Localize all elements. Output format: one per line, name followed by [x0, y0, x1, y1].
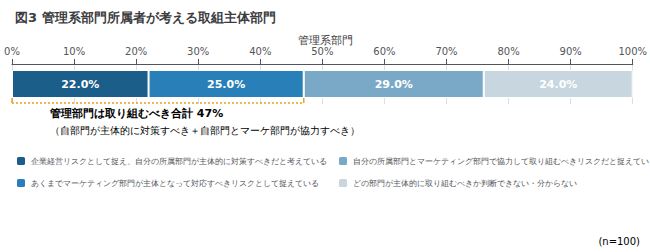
svg-text:20%: 20%: [125, 46, 147, 57]
svg-text:0%: 0%: [4, 46, 20, 57]
svg-text:企業経営リスクとして捉え、自分の所属部門が主体的に対策すべき: 企業経営リスクとして捉え、自分の所属部門が主体的に対策すべきだと考えている: [31, 157, 327, 166]
svg-text:100%: 100%: [618, 46, 647, 57]
svg-text:どの部門が主体的に取り組むべきか判断できない・分からない: どの部門が主体的に取り組むべきか判断できない・分からない: [353, 179, 577, 188]
svg-text:25.0%: 25.0%: [207, 78, 245, 91]
svg-text:（自部門が主体的に対策すべき＋自部門とマーケ部門が協力すべき: （自部門が主体的に対策すべき＋自部門とマーケ部門が協力すべき）: [50, 125, 360, 136]
svg-text:22.0%: 22.0%: [61, 78, 99, 91]
svg-text:80%: 80%: [497, 46, 519, 57]
svg-text:90%: 90%: [560, 46, 582, 57]
svg-text:10%: 10%: [63, 46, 85, 57]
svg-text:40%: 40%: [249, 46, 271, 57]
svg-text:管理系部門: 管理系部門: [298, 34, 353, 47]
svg-text:管理部門は取り組むべき合計 47%: 管理部門は取り組むべき合計 47%: [49, 107, 223, 120]
svg-text:50%: 50%: [311, 46, 333, 57]
svg-text:30%: 30%: [187, 46, 209, 57]
svg-text:あくまでマーケティング部門が主体となって対応すべきリスクとし: あくまでマーケティング部門が主体となって対応すべきリスクとして捉えている: [31, 179, 319, 188]
svg-text:29.0%: 29.0%: [375, 78, 413, 91]
svg-text:60%: 60%: [373, 46, 395, 57]
svg-text:(n=100): (n=100): [598, 236, 640, 247]
svg-text:図3 管理系部門所属者が考える取組主体部門: 図3 管理系部門所属者が考える取組主体部門: [15, 10, 276, 25]
svg-text:自分の所属部門とマーケティング部門で協力して取り組むべきリス: 自分の所属部門とマーケティング部門で協力して取り組むべきリスクだと捉えている: [353, 157, 650, 166]
svg-text:70%: 70%: [435, 46, 457, 57]
svg-text:24.0%: 24.0%: [539, 78, 577, 91]
